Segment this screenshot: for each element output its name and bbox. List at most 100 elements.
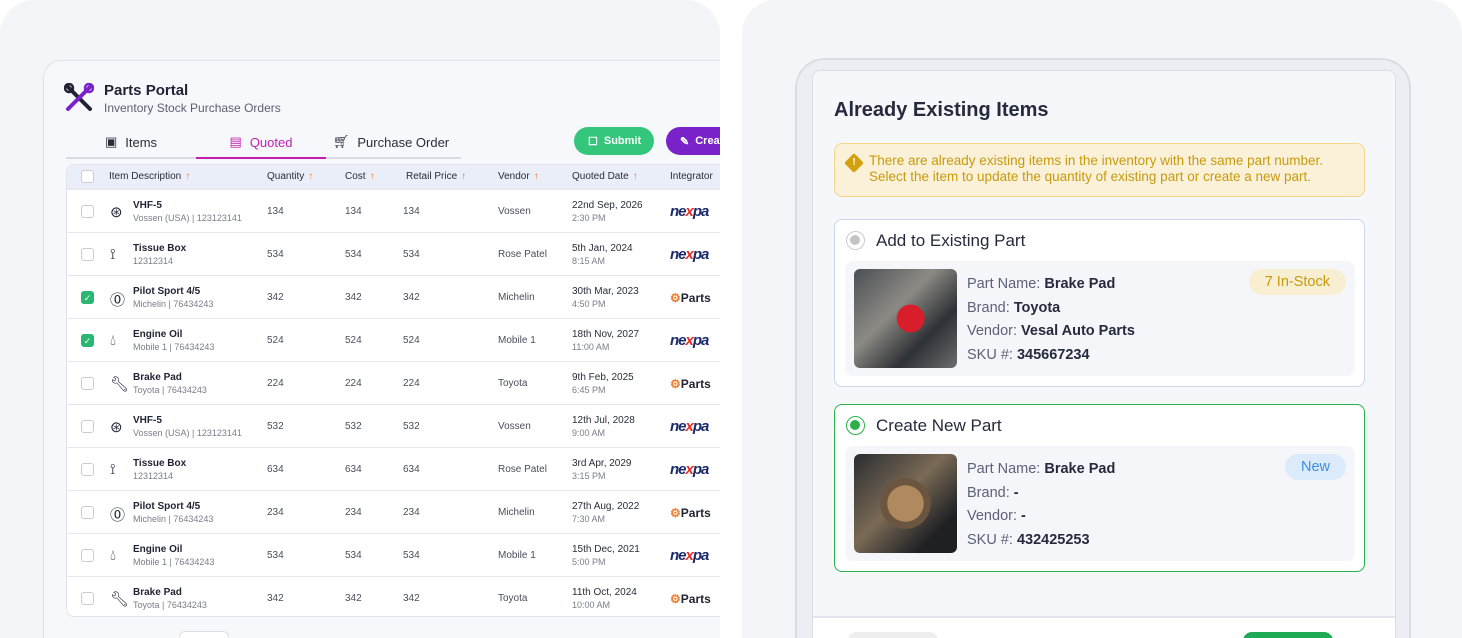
- part-name: Brake Pad: [1044, 461, 1116, 477]
- table-row[interactable]: ⓪ Pilot Sport 4/5 Michelin | 76434243 234…: [67, 490, 720, 533]
- table-row[interactable]: ✓ ⓪ Pilot Sport 4/5 Michelin | 76434243 3…: [67, 275, 720, 318]
- part-fields: Part Name: Brake Pad Brand: Toyota Vendo…: [967, 273, 1135, 367]
- cart-icon: 🛒︎: [332, 134, 350, 149]
- vendor: Michelin: [498, 292, 535, 303]
- item-sku: 76434243: [166, 600, 207, 610]
- vendor: Rose Patel: [498, 464, 547, 475]
- col-quantity[interactable]: Quantity ↑: [267, 171, 313, 182]
- vendor: Rose Patel: [498, 249, 547, 260]
- item-sku: 12312314: [133, 471, 174, 481]
- table-row[interactable]: ⟟ Tissue Box 12312314 634 634 634 Rose Pa…: [67, 447, 720, 490]
- column-label: Quoted Date: [572, 171, 629, 182]
- tab-bar: ▣ Items ▤ Quoted 🛒︎ Purchase Order: [66, 127, 461, 159]
- option-label: Add to Existing Part: [876, 231, 1026, 250]
- integrator: ⚙Parts: [670, 491, 711, 534]
- part-name: Brake Pad: [1044, 276, 1116, 292]
- tab-quoted[interactable]: ▤ Quoted: [196, 127, 326, 159]
- quoted-items-table: Item Description ↑ Quantity ↑ Cost ↑ Retail…: [66, 164, 720, 617]
- item-sku: 123123141: [196, 213, 242, 223]
- radio-button[interactable]: [846, 231, 865, 250]
- item-brand: Mobile 1: [133, 557, 168, 567]
- cancel-button[interactable]: [848, 632, 938, 638]
- quantity: 342: [267, 593, 284, 604]
- quoted-date: 30th Mar, 2023 4:50 PM: [572, 276, 639, 319]
- tire-icon: ⓪: [110, 292, 126, 309]
- col-quoted-date[interactable]: Quoted Date ↑: [572, 171, 638, 182]
- sort-arrow-icon[interactable]: ↑: [308, 171, 314, 182]
- parts-portal-card: Parts Portal Inventory Stock Purchase Or…: [0, 0, 720, 638]
- integrator: nexpa: [670, 233, 709, 276]
- field-label: Part Name:: [967, 276, 1041, 292]
- integrator: nexpa: [670, 534, 709, 577]
- table-row[interactable]: ⊛ VHF-5 Vossen (USA) | 123123141 134 134 …: [67, 189, 720, 232]
- col-cost[interactable]: Cost ↑: [345, 171, 375, 182]
- row-checkbox[interactable]: ✓: [81, 291, 94, 304]
- table-header: Item Description ↑ Quantity ↑ Cost ↑ Retail…: [67, 165, 720, 189]
- sort-arrow-icon[interactable]: ↑: [632, 171, 638, 182]
- add-to-existing-option[interactable]: Add to Existing Part Part Name: Brake Pa…: [834, 219, 1365, 387]
- row-checkbox[interactable]: [81, 248, 94, 261]
- select-all-checkbox[interactable]: [81, 170, 94, 183]
- quoted-date: 11th Oct, 2024 10:00 AM: [572, 577, 637, 616]
- table-row[interactable]: 🔧︎ Brake Pad Toyota | 76434243 342 342 34…: [67, 576, 720, 616]
- table-row[interactable]: 💧︎ Engine Oil Mobile 1 | 76434243 534 534…: [67, 533, 720, 576]
- row-checkbox[interactable]: [81, 377, 94, 390]
- part-brand: Toyota: [1013, 299, 1061, 316]
- col-retail-price[interactable]: Retail Price ↑: [406, 171, 466, 182]
- retail-price: 534: [403, 249, 420, 260]
- quoted-date: 12th Jul, 2028 9:00 AM: [572, 405, 635, 448]
- time: 8:15 AM: [572, 256, 606, 266]
- sort-arrow-icon[interactable]: ↑: [533, 171, 539, 182]
- partstech-logo: ⚙Parts: [670, 505, 711, 520]
- col-vendor[interactable]: Vendor ↑: [498, 171, 539, 182]
- item-description: VHF-5 Vossen (USA) | 123123141: [133, 405, 242, 448]
- row-checkbox[interactable]: ✓: [81, 334, 94, 347]
- item-brand-sku: Mobile 1 | 76434243: [133, 557, 215, 567]
- quoted-date: 18th Nov, 2027 11:00 AM: [572, 319, 639, 362]
- confirm-button[interactable]: [1243, 632, 1333, 638]
- quantity: 534: [267, 550, 284, 561]
- field-label: Vendor:: [967, 508, 1017, 524]
- field-label: Vendor:: [967, 323, 1017, 339]
- row-checkbox[interactable]: [81, 463, 94, 476]
- seat-icon: ⟟: [110, 461, 116, 478]
- table-row[interactable]: ✓ 💧︎ Engine Oil Mobile 1 | 76434243 524 5…: [67, 318, 720, 361]
- column-label: Item Description: [109, 171, 182, 182]
- existing-items-card: Already Existing Items ! There are alrea…: [742, 0, 1462, 638]
- seat-icon: ⟟: [110, 246, 116, 263]
- sort-arrow-icon[interactable]: ↑: [369, 171, 375, 182]
- table-row[interactable]: 🔧︎ Brake Pad Toyota | 76434243 224 224 22…: [67, 361, 720, 404]
- table-row[interactable]: ⟟ Tissue Box 12312314 534 534 534 Rose Pa…: [67, 232, 720, 275]
- submit-button[interactable]: ☐ Submit: [574, 127, 654, 155]
- row-checkbox[interactable]: [81, 592, 94, 605]
- create-new-option[interactable]: Create New Part Part Name: Brake Pad Bra…: [834, 404, 1365, 572]
- row-checkbox[interactable]: [81, 506, 94, 519]
- row-checkbox[interactable]: [81, 205, 94, 218]
- row-checkbox[interactable]: [81, 420, 94, 433]
- integrator: nexpa: [670, 319, 709, 362]
- create-button[interactable]: ✎ Creat: [666, 127, 720, 155]
- item-description: Pilot Sport 4/5 Michelin | 76434243: [133, 491, 213, 534]
- oil-drop-icon: 💧︎: [110, 547, 117, 564]
- quantity: 534: [267, 249, 284, 260]
- sort-arrow-icon[interactable]: ↑: [185, 171, 191, 182]
- wrench-icon: 🔧︎: [110, 591, 130, 608]
- item-sku: 76434243: [173, 299, 214, 309]
- tab-purchase-order[interactable]: 🛒︎ Purchase Order: [326, 127, 456, 157]
- col-integrator[interactable]: Integrator: [670, 171, 713, 182]
- sort-arrow-icon[interactable]: ↑: [461, 171, 467, 182]
- page-size-select[interactable]: [179, 631, 229, 638]
- part-sku: 432425253: [1016, 531, 1090, 548]
- table-row[interactable]: ⊛ VHF-5 Vossen (USA) | 123123141 532 532 …: [67, 404, 720, 447]
- tab-items[interactable]: ▣ Items: [66, 127, 196, 157]
- item-sku: 76434243: [174, 557, 215, 567]
- col-item-description[interactable]: Item Description ↑: [109, 171, 190, 182]
- time: 10:00 AM: [572, 600, 611, 610]
- partstech-logo: ⚙Parts: [670, 290, 711, 305]
- row-checkbox[interactable]: [81, 549, 94, 562]
- radio-button[interactable]: [846, 416, 865, 435]
- app-title: Parts Portal: [104, 82, 189, 99]
- item-brand: Vossen (USA): [133, 428, 190, 438]
- retail-price: 534: [403, 550, 420, 561]
- cost: 134: [345, 206, 362, 217]
